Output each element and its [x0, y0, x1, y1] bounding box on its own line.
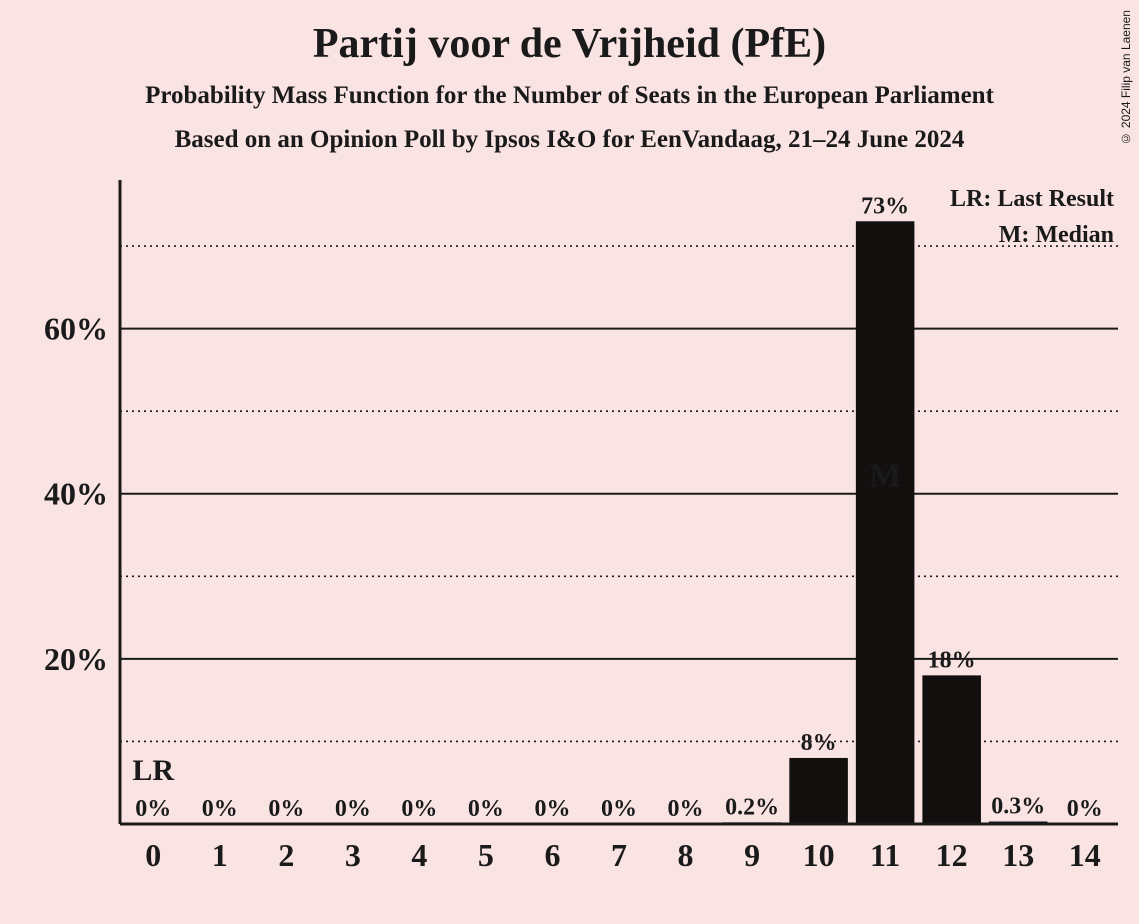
legend-lr: LR: Last Result	[950, 186, 1114, 212]
bar	[856, 221, 915, 824]
bar-label: 0.2%	[725, 794, 779, 820]
bar-label: 0%	[335, 796, 371, 822]
bar-label: 8%	[801, 730, 837, 756]
x-tick-label: 1	[212, 837, 228, 873]
bar-label: 73%	[861, 193, 909, 219]
lr-marker: LR	[132, 754, 174, 787]
x-tick-label: 14	[1069, 837, 1101, 873]
bar-label: 0%	[135, 796, 171, 822]
y-tick-label: 60%	[44, 311, 108, 347]
bar-label: 18%	[928, 647, 976, 673]
chart-subtitle-1: Probability Mass Function for the Number…	[0, 82, 1139, 110]
chart-subtitle-2: Based on an Opinion Poll by Ipsos I&O fo…	[0, 126, 1139, 154]
y-tick-label: 40%	[44, 476, 108, 512]
bar-label: 0.3%	[991, 794, 1045, 820]
bar-label: 0%	[534, 796, 570, 822]
bar-label: 0%	[601, 796, 637, 822]
bar-label: 0%	[668, 796, 704, 822]
y-tick-label: 20%	[44, 641, 108, 677]
bar	[922, 675, 981, 824]
chart-title: Partij voor de Vrijheid (PfE)	[0, 0, 1139, 68]
x-tick-label: 11	[870, 837, 900, 873]
chart-area: 20%40%60%0%00%10%20%30%40%50%60%70%80.2%…	[38, 180, 1118, 880]
x-tick-label: 7	[611, 837, 627, 873]
x-tick-label: 9	[744, 837, 760, 873]
x-tick-label: 12	[936, 837, 968, 873]
x-tick-label: 10	[803, 837, 835, 873]
x-tick-label: 8	[678, 837, 694, 873]
legend-median: M: Median	[999, 222, 1114, 248]
bar	[789, 758, 848, 824]
bar-label: 0%	[268, 796, 304, 822]
x-tick-label: 4	[411, 837, 427, 873]
x-tick-label: 2	[278, 837, 294, 873]
bar-label: 0%	[401, 796, 437, 822]
x-tick-label: 0	[145, 837, 161, 873]
copyright-text: © 2024 Filip van Laenen	[1119, 10, 1133, 145]
bar-label: 0%	[202, 796, 238, 822]
x-tick-label: 13	[1002, 837, 1034, 873]
bar-label: 0%	[468, 796, 504, 822]
chart-svg: 20%40%60%0%00%10%20%30%40%50%60%70%80.2%…	[38, 180, 1118, 880]
x-tick-label: 3	[345, 837, 361, 873]
median-marker: M	[869, 457, 901, 494]
x-tick-label: 6	[544, 837, 560, 873]
x-tick-label: 5	[478, 837, 494, 873]
bar-label: 0%	[1067, 796, 1103, 822]
